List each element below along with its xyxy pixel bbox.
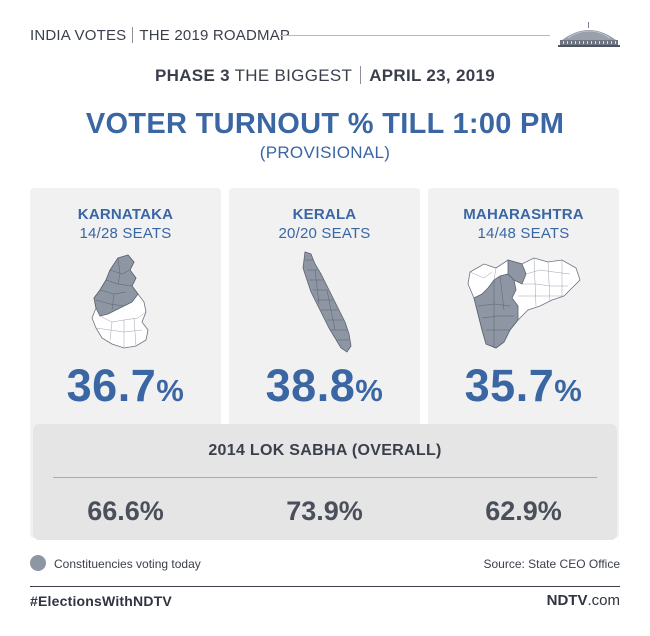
overall-value-karnataka: 66.6% (87, 496, 164, 526)
phase-separator (360, 66, 362, 84)
state-seats: 20/20 SEATS (278, 225, 371, 242)
state-seats: 14/28 SEATS (79, 225, 172, 242)
phase-date: APRIL 23, 2019 (369, 66, 495, 85)
percent-sign: % (355, 373, 384, 408)
overall-2014-panel: 2014 LOK SABHA (OVERALL) 66.6% 73.9% 62.… (33, 424, 617, 540)
phase-number: PHASE 3 (155, 66, 230, 85)
turnout-number: 36.7 (66, 360, 157, 411)
header-rule (280, 35, 550, 36)
overall-divider (53, 477, 597, 478)
turnout-value: 35.7% (428, 360, 619, 412)
source-note: Source: State CEO Office (483, 557, 620, 571)
state-seats: 14/48 SEATS (477, 225, 570, 242)
page-title: VOTER TURNOUT % TILL 1:00 PM (85, 108, 565, 140)
state-name: KERALA (292, 206, 357, 223)
percent-sign: % (156, 373, 185, 408)
hashtag: #ElectionsWithNDTV (30, 593, 172, 609)
ndtv-logo: NDTV.com (547, 592, 620, 609)
page-subtitle: (PROVISIONAL) (259, 143, 391, 162)
kerala-map-icon (302, 251, 351, 353)
ndtv-brand: NDTV (546, 592, 588, 609)
state-name: KARNATAKA (77, 206, 174, 223)
legend-dot-icon (30, 555, 46, 571)
percent-sign: % (554, 373, 583, 408)
turnout-number: 38.8 (265, 360, 356, 411)
state-name: MAHARASHTRA (463, 206, 584, 223)
karnataka-map-icon (91, 254, 148, 349)
overall-label: 2014 LOK SABHA (OVERALL) (208, 442, 442, 459)
turnout-value: 36.7% (30, 360, 221, 412)
phase-line: PHASE 3 THE BIGGEST APRIL 23, 2019 (0, 66, 650, 86)
footer-rule (30, 586, 620, 587)
turnout-value: 38.8% (229, 360, 420, 412)
overall-value-kerala: 73.9% (286, 496, 363, 526)
turnout-number: 35.7 (464, 360, 555, 411)
overall-value-maharashtra: 62.9% (485, 496, 562, 526)
parliament-icon (558, 22, 620, 47)
ndtv-domain: .com (587, 592, 620, 609)
maharashtra-map-icon (467, 257, 580, 349)
brand-india-votes: INDIA VOTES (30, 27, 127, 44)
brand-roadmap: THE 2019 ROADMAP (139, 27, 291, 44)
brand-separator (132, 27, 134, 43)
phase-descriptor: THE BIGGEST (229, 66, 353, 85)
brand-line: INDIA VOTES THE 2019 ROADMAP (30, 27, 290, 44)
header: INDIA VOTES THE 2019 ROADMAP (30, 22, 620, 50)
legend-text: Constituencies voting today (54, 557, 201, 571)
